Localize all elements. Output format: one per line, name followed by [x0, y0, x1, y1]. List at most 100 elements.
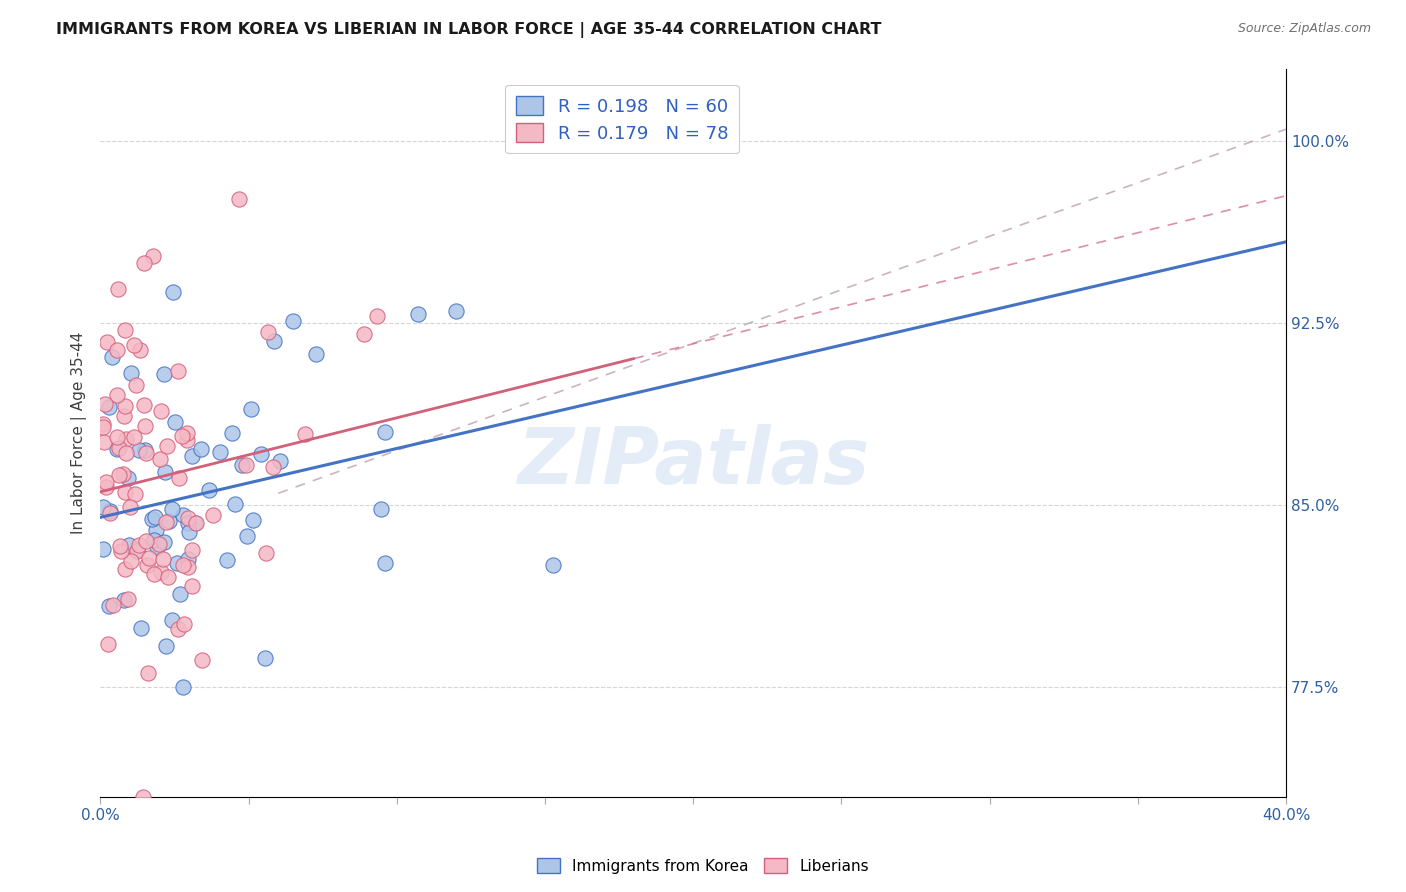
Point	[108, 539, 131, 553]
Legend: R = 0.198   N = 60, R = 0.179   N = 78: R = 0.198 N = 60, R = 0.179 N = 78	[505, 85, 740, 153]
Point	[370, 501, 392, 516]
Point	[283, 313, 305, 327]
Point	[142, 567, 165, 582]
Point	[149, 404, 172, 418]
Point	[173, 617, 195, 632]
Point	[101, 599, 124, 613]
Point	[167, 622, 190, 636]
Point	[97, 637, 120, 651]
Point	[221, 425, 243, 440]
Point	[374, 425, 396, 439]
Point	[112, 409, 135, 423]
Point	[152, 535, 174, 549]
Point	[100, 506, 122, 520]
Point	[128, 443, 150, 458]
Point	[374, 556, 396, 570]
Point	[136, 665, 159, 680]
Text: ZIPatlas: ZIPatlas	[517, 424, 869, 500]
Point	[254, 546, 277, 560]
Point	[132, 256, 155, 270]
Point	[105, 430, 128, 444]
Point	[93, 420, 115, 434]
Point	[242, 513, 264, 527]
Point	[110, 543, 132, 558]
Point	[236, 529, 259, 543]
Point	[166, 556, 188, 570]
Legend: Immigrants from Korea, Liberians: Immigrants from Korea, Liberians	[531, 852, 875, 880]
Point	[93, 434, 115, 449]
Point	[124, 487, 146, 501]
Point	[125, 544, 148, 558]
Point	[183, 516, 205, 531]
Point	[105, 442, 128, 457]
Point	[117, 470, 139, 484]
Point	[198, 483, 221, 497]
Point	[129, 343, 152, 357]
Point	[172, 429, 194, 443]
Point	[305, 347, 328, 361]
Text: Source: ZipAtlas.com: Source: ZipAtlas.com	[1237, 22, 1371, 36]
Point	[150, 565, 173, 579]
Point	[201, 508, 224, 523]
Point	[105, 343, 128, 358]
Point	[132, 789, 155, 804]
Point	[177, 524, 200, 539]
Point	[134, 419, 156, 434]
Point	[93, 500, 115, 515]
Point	[262, 460, 284, 475]
Point	[156, 570, 179, 584]
Point	[111, 467, 134, 481]
Point	[93, 542, 115, 557]
Point	[107, 388, 129, 402]
Point	[127, 543, 149, 558]
Point	[224, 497, 246, 511]
Point	[240, 401, 263, 416]
Point	[129, 621, 152, 635]
Point	[94, 480, 117, 494]
Point	[136, 558, 159, 572]
Point	[114, 400, 136, 414]
Point	[176, 511, 198, 525]
Point	[167, 364, 190, 378]
Point	[208, 444, 231, 458]
Point	[176, 433, 198, 447]
Point	[141, 512, 163, 526]
Text: IMMIGRANTS FROM KOREA VS LIBERIAN IN LABOR FORCE | AGE 35-44 CORRELATION CHART: IMMIGRANTS FROM KOREA VS LIBERIAN IN LAB…	[56, 22, 882, 38]
Point	[177, 516, 200, 530]
Point	[177, 551, 200, 566]
Point	[115, 432, 138, 446]
Point	[97, 599, 120, 613]
Point	[160, 502, 183, 516]
Point	[142, 249, 165, 263]
Point	[169, 587, 191, 601]
Point	[135, 533, 157, 548]
Point	[122, 430, 145, 444]
Y-axis label: In Labor Force | Age 35-44: In Labor Force | Age 35-44	[72, 332, 87, 533]
Point	[94, 396, 117, 410]
Point	[108, 467, 131, 482]
Point	[172, 680, 194, 694]
Point	[146, 541, 169, 555]
Point	[231, 458, 253, 472]
Point	[118, 500, 141, 514]
Point	[114, 323, 136, 337]
Point	[191, 653, 214, 667]
Point	[190, 442, 212, 457]
Point	[145, 523, 167, 537]
Point	[541, 558, 564, 572]
Point	[155, 515, 177, 529]
Point	[263, 334, 285, 348]
Point	[235, 458, 257, 472]
Point	[249, 447, 271, 461]
Point	[160, 613, 183, 627]
Point	[294, 426, 316, 441]
Point	[143, 533, 166, 547]
Point	[257, 325, 280, 339]
Point	[156, 439, 179, 453]
Point	[149, 451, 172, 466]
Point	[121, 366, 143, 380]
Point	[112, 593, 135, 607]
Point	[122, 338, 145, 352]
Point	[114, 562, 136, 576]
Point	[98, 401, 121, 415]
